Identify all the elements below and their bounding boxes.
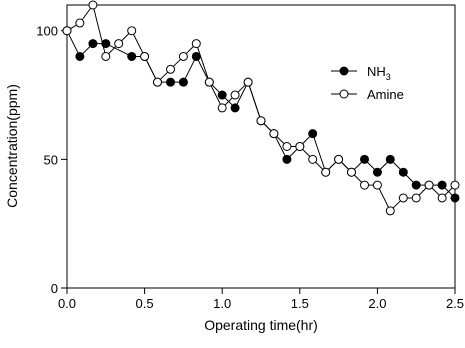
point-amine — [256, 116, 266, 126]
legend: NH3 Amine — [331, 64, 404, 102]
x-tick-label: 0.5 — [136, 296, 154, 311]
point-amine — [385, 206, 395, 216]
point-nh3 — [101, 39, 111, 49]
x-tick-label: 0.0 — [58, 296, 76, 311]
point-amine — [127, 26, 137, 36]
y-axis-title: Concentration(ppm) — [4, 84, 20, 208]
point-nh3 — [282, 154, 292, 164]
legend-item-amine: Amine — [331, 87, 404, 102]
point-nh3 — [75, 51, 85, 61]
x-tick-label: 2.5 — [446, 296, 464, 311]
point-amine — [62, 26, 72, 36]
point-amine — [178, 51, 188, 61]
y-axis: 0 50 100 — [36, 24, 67, 296]
point-amine — [334, 154, 344, 164]
x-axis-title: Operating time(hr) — [204, 317, 318, 333]
legend-label: Amine — [367, 87, 404, 102]
point-amine — [75, 18, 85, 28]
point-amine — [424, 180, 434, 190]
point-amine — [230, 90, 240, 100]
point-amine — [450, 180, 460, 190]
point-amine — [88, 0, 98, 10]
x-tick-label: 1.0 — [213, 296, 231, 311]
point-amine — [217, 103, 227, 113]
point-nh3 — [217, 90, 227, 100]
y-tick-label: 0 — [51, 281, 58, 296]
x-tick-label: 2.0 — [368, 296, 386, 311]
y-tick-label: 50 — [44, 152, 58, 167]
point-amine — [140, 51, 150, 61]
point-nh3 — [178, 77, 188, 87]
x-axis: 0.0 0.5 1.0 1.5 2.0 2.5 — [58, 288, 464, 311]
point-amine — [308, 154, 318, 164]
point-nh3 — [437, 180, 447, 190]
series-line-nh3 — [66, 30, 456, 199]
point-nh3 — [88, 39, 98, 49]
series-line-amine — [66, 3, 456, 212]
point-nh3 — [166, 77, 176, 87]
x-tick-label: 1.5 — [291, 296, 309, 311]
legend-marker — [339, 66, 349, 76]
point-amine — [204, 77, 214, 87]
point-nh3 — [127, 51, 137, 61]
point-nh3 — [372, 167, 382, 177]
series-nh3 — [62, 26, 460, 203]
point-amine — [282, 142, 292, 151]
point-amine — [166, 64, 176, 74]
series-layer — [62, 0, 460, 216]
point-amine — [360, 180, 370, 190]
point-nh3 — [308, 129, 318, 139]
point-nh3 — [191, 51, 201, 61]
point-amine — [372, 180, 382, 190]
point-amine — [101, 51, 111, 61]
point-nh3 — [411, 180, 421, 190]
point-amine — [437, 193, 447, 203]
point-nh3 — [230, 103, 240, 113]
legend-item-nh3: NH3 — [331, 64, 391, 82]
legend-marker — [339, 89, 349, 99]
point-nh3 — [398, 167, 408, 177]
point-nh3 — [450, 193, 460, 203]
point-amine — [321, 167, 331, 177]
legend-label: NH3 — [367, 64, 391, 82]
point-amine — [152, 77, 162, 87]
point-amine — [295, 142, 305, 151]
point-amine — [114, 39, 124, 49]
series-amine — [62, 0, 460, 216]
point-amine — [243, 77, 253, 87]
point-nh3 — [360, 154, 370, 164]
point-amine — [269, 129, 279, 139]
point-amine — [346, 167, 356, 177]
point-amine — [398, 193, 408, 203]
y-tick-label: 100 — [36, 24, 58, 39]
plot-frame — [66, 4, 456, 289]
point-amine — [411, 193, 421, 203]
point-amine — [191, 39, 201, 49]
point-nh3 — [385, 154, 395, 164]
